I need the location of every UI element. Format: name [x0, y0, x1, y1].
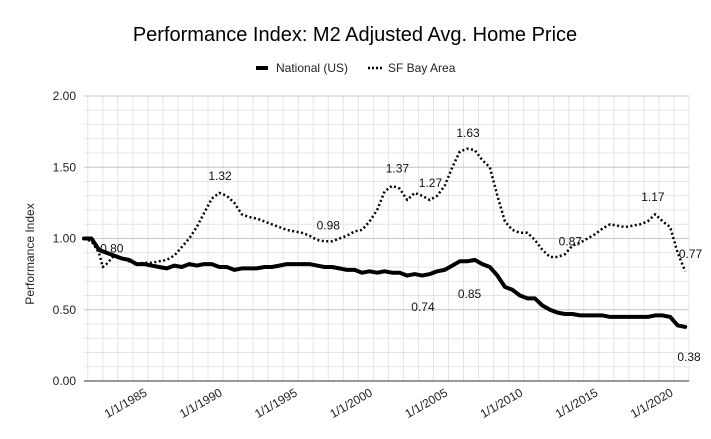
data-label: 0.85	[458, 287, 482, 301]
y-tick-label: 2.00	[53, 89, 77, 103]
y-tick-label: 0.00	[53, 374, 77, 388]
data-label: 1.27	[419, 176, 443, 190]
x-tick-label: 1/1/2015	[553, 385, 601, 421]
data-label: 0.87	[559, 234, 583, 248]
x-tick-label: 1/1/1995	[252, 385, 300, 421]
x-tick-label: 1/1/2020	[628, 385, 676, 421]
data-label: 1.37	[386, 162, 410, 176]
data-label: 0.80	[100, 241, 124, 255]
data-label: 1.17	[641, 190, 665, 204]
x-tick-label: 1/1/2005	[403, 385, 451, 421]
gridlines	[84, 95, 690, 382]
series-line-national	[82, 236, 688, 329]
data-label: 0.77	[679, 247, 703, 261]
data-label: 1.32	[208, 169, 232, 183]
legend-label-national: National (US)	[276, 61, 348, 75]
data-label: 0.98	[317, 219, 341, 233]
y-axis-label: Performance Index	[23, 203, 37, 304]
x-axis-ticks: 1/1/1985 1/1/1990 1/1/1995 1/1/2000 1/1/2005…	[102, 385, 676, 421]
x-tick-label: 1/1/1985	[102, 385, 150, 421]
x-tick-label: 1/1/1990	[177, 385, 225, 421]
x-tick-label: 1/1/2000	[327, 385, 375, 421]
y-axis-ticks: 0.00 0.50 1.00 1.50 2.00	[53, 89, 77, 388]
y-tick-label: 0.50	[53, 303, 77, 317]
data-label: 0.38	[677, 350, 701, 364]
series-line-sf-bay-area	[83, 147, 687, 272]
legend: National (US) SF Bay Area	[256, 61, 456, 75]
legend-label-sfbay: SF Bay Area	[388, 61, 456, 75]
data-label: 0.74	[411, 300, 435, 314]
x-tick-label: 1/1/2010	[478, 385, 526, 421]
chart-title: Performance Index: M2 Adjusted Avg. Home…	[133, 24, 577, 46]
y-tick-label: 1.00	[53, 232, 77, 246]
data-labels: 0.80 1.32 0.98 1.37 1.27 1.63 0.74 0.85 0.87 1.17…	[100, 126, 702, 364]
y-tick-label: 1.50	[53, 160, 77, 174]
series-lines	[82, 147, 688, 329]
data-label: 1.63	[456, 126, 480, 140]
